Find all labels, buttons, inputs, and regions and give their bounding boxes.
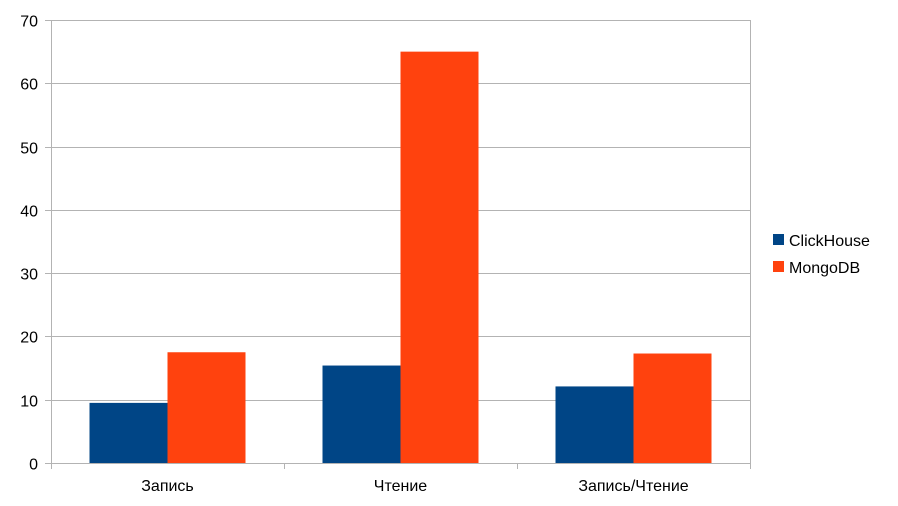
gridlines	[45, 20, 750, 464]
y-tick-label: 50	[20, 141, 38, 158]
x-tick-label: Запись	[141, 478, 194, 495]
legend-label-clickhouse: ClickHouse	[789, 233, 870, 250]
y-tick-label: 20	[20, 330, 38, 347]
legend: ClickHouse MongoDB	[773, 233, 870, 277]
bars	[89, 51, 712, 464]
bar-mongodb-1	[400, 51, 479, 464]
axes	[45, 20, 751, 469]
bar-clickhouse-2	[555, 386, 634, 463]
x-axis-tick-labels: Запись Чтение Запись/Чтение	[141, 478, 689, 495]
legend-swatch-mongodb	[773, 261, 784, 272]
legend-label-mongodb: MongoDB	[789, 260, 860, 277]
x-tick-label: Запись/Чтение	[578, 478, 688, 495]
x-tick-label: Чтение	[374, 478, 427, 495]
y-tick-label: 0	[29, 457, 38, 474]
bar-clickhouse-0	[89, 402, 168, 463]
y-tick-label: 60	[20, 77, 38, 94]
y-axis-tick-labels: 0 10 20 30 40 50 60 70	[20, 14, 38, 474]
y-tick-label: 10	[20, 394, 38, 411]
y-tick-label: 70	[20, 14, 38, 31]
bar-mongodb-0	[167, 352, 246, 463]
y-tick-label: 40	[20, 204, 38, 221]
bar-mongodb-2	[633, 353, 712, 463]
y-tick-label: 30	[20, 267, 38, 284]
legend-swatch-clickhouse	[773, 234, 784, 245]
bar-clickhouse-1	[322, 365, 401, 463]
